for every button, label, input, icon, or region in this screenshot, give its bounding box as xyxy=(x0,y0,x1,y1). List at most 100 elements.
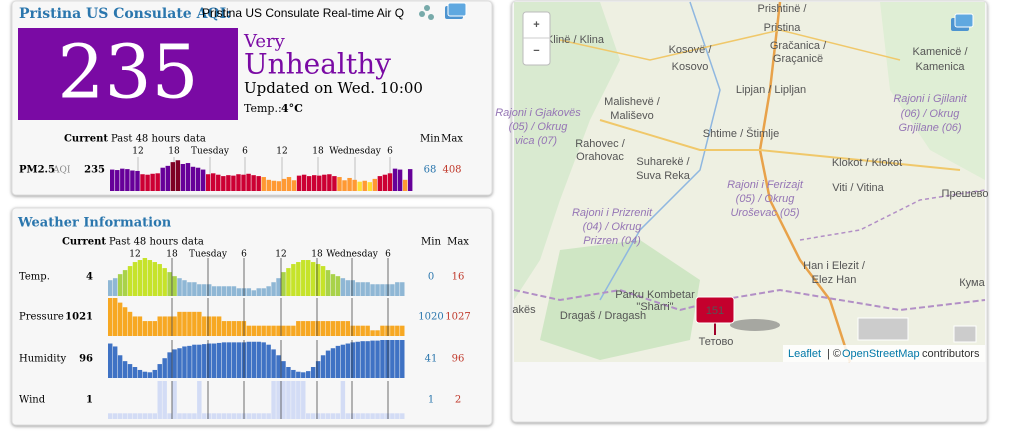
weather-bar xyxy=(226,286,232,296)
place-label: Rajoni i Ferizajt xyxy=(727,179,804,191)
share-icon[interactable] xyxy=(419,5,434,20)
weather-bar xyxy=(291,264,296,296)
weather-bar xyxy=(315,321,321,336)
time-label: Wednesday xyxy=(326,250,378,260)
time-label: 18 xyxy=(168,147,180,157)
weather-bar xyxy=(276,325,281,336)
pm-bar xyxy=(276,181,282,191)
pm-bar xyxy=(170,162,176,191)
place-label: Rahovec / xyxy=(575,138,625,150)
marker-value[interactable]: 151 xyxy=(706,305,724,317)
time-label: 12 xyxy=(129,250,140,260)
place-label: Parku Kombetar xyxy=(615,289,695,301)
pm-bar xyxy=(286,177,292,191)
weather-bar xyxy=(400,340,405,378)
pm-bar xyxy=(140,174,145,191)
weather-bar xyxy=(211,316,217,336)
pm-bar xyxy=(145,174,150,191)
row-current: 1021 xyxy=(65,312,93,323)
place-label: Pristina xyxy=(764,22,802,34)
weather-bar xyxy=(197,381,202,419)
weather-bar xyxy=(236,288,242,296)
place-label: (05) / Okrug xyxy=(509,121,569,133)
weather-bar xyxy=(335,321,341,336)
weather-bar xyxy=(117,274,123,296)
header-current: Current xyxy=(64,134,108,145)
weather-bar xyxy=(345,413,351,419)
weather-bar xyxy=(320,266,326,296)
weather-bar xyxy=(395,282,400,296)
weather-bar xyxy=(152,369,157,378)
weather-bar xyxy=(251,290,256,296)
pm-bar xyxy=(256,176,261,191)
pm-bar xyxy=(130,170,135,191)
pm-bar xyxy=(211,173,216,191)
weather-bar xyxy=(335,413,341,419)
weather-bar xyxy=(132,367,138,378)
weather-bar xyxy=(167,316,172,336)
row-current: 4 xyxy=(86,272,93,283)
weather-bar xyxy=(340,321,346,336)
weather-bar xyxy=(330,274,336,296)
weather-bar xyxy=(380,413,385,419)
place-label: Klinë / Klina xyxy=(546,34,605,46)
row-min: 1020 xyxy=(418,312,443,323)
map-window-icon[interactable] xyxy=(951,13,974,31)
weather-bar xyxy=(211,343,217,378)
weather-bar xyxy=(187,282,192,296)
weather-bar xyxy=(315,264,321,296)
weather-bar xyxy=(197,284,202,296)
level-line2: Unhealthy xyxy=(244,48,391,81)
weather-bar xyxy=(202,344,207,378)
place-label: Rajoni i Gjilanit xyxy=(893,93,967,105)
weather-bar xyxy=(395,340,400,378)
weather-bar xyxy=(385,340,390,378)
row-min: 0 xyxy=(428,272,434,283)
weather-bar xyxy=(400,413,405,419)
time-label: Tuesday xyxy=(189,250,228,260)
station-marker[interactable] xyxy=(695,296,735,324)
weather-bar xyxy=(325,413,331,419)
weather-bar xyxy=(207,343,212,378)
weather-bar xyxy=(286,268,291,296)
weather-bar xyxy=(395,413,400,419)
weather-bar xyxy=(271,282,276,296)
weather-bar xyxy=(127,364,133,378)
weather-bar xyxy=(266,413,271,419)
weather-bar xyxy=(350,325,355,336)
weather-bar xyxy=(132,316,138,336)
zoom-in[interactable]: + xyxy=(533,19,539,31)
attribution-link[interactable]: OpenStreetMap xyxy=(842,348,920,360)
place-label: (04) / Okrug xyxy=(583,221,643,233)
card-title: Pristina US Consulate AQI: xyxy=(19,6,231,22)
attribution-link[interactable]: Leaflet xyxy=(788,348,821,360)
weather-bar xyxy=(296,381,301,419)
weather-bar xyxy=(375,330,380,336)
weather-bar xyxy=(117,302,123,336)
weather-bar xyxy=(187,311,192,336)
place-label: Kosovo xyxy=(672,61,709,73)
zoom-out[interactable]: − xyxy=(533,45,539,57)
place-label: Malishevë / xyxy=(604,96,661,108)
map[interactable]: Prishtinë / Pristina Klinë / Klina Kosovë /… xyxy=(495,1,988,363)
place-label: Han i Elezit / xyxy=(803,260,866,272)
weather-bar xyxy=(266,344,271,378)
weather-bar xyxy=(291,369,296,378)
pm-bar xyxy=(317,175,322,191)
window-icon[interactable] xyxy=(445,2,467,19)
weather-bar xyxy=(192,344,197,378)
weather-bar xyxy=(142,321,148,336)
pm-bar xyxy=(367,182,372,191)
weather-bar xyxy=(157,264,162,296)
pm-bar xyxy=(296,175,302,191)
weather-bar xyxy=(112,413,118,419)
weather-bar xyxy=(108,298,113,336)
weather-bar xyxy=(256,341,261,378)
weather-bar xyxy=(192,282,197,296)
weather-bar xyxy=(177,413,182,419)
weather-bar xyxy=(375,413,380,419)
pm-bar xyxy=(221,176,226,191)
weather-bar xyxy=(167,352,172,378)
weather-bar xyxy=(370,340,375,378)
weather-bar xyxy=(157,316,162,336)
